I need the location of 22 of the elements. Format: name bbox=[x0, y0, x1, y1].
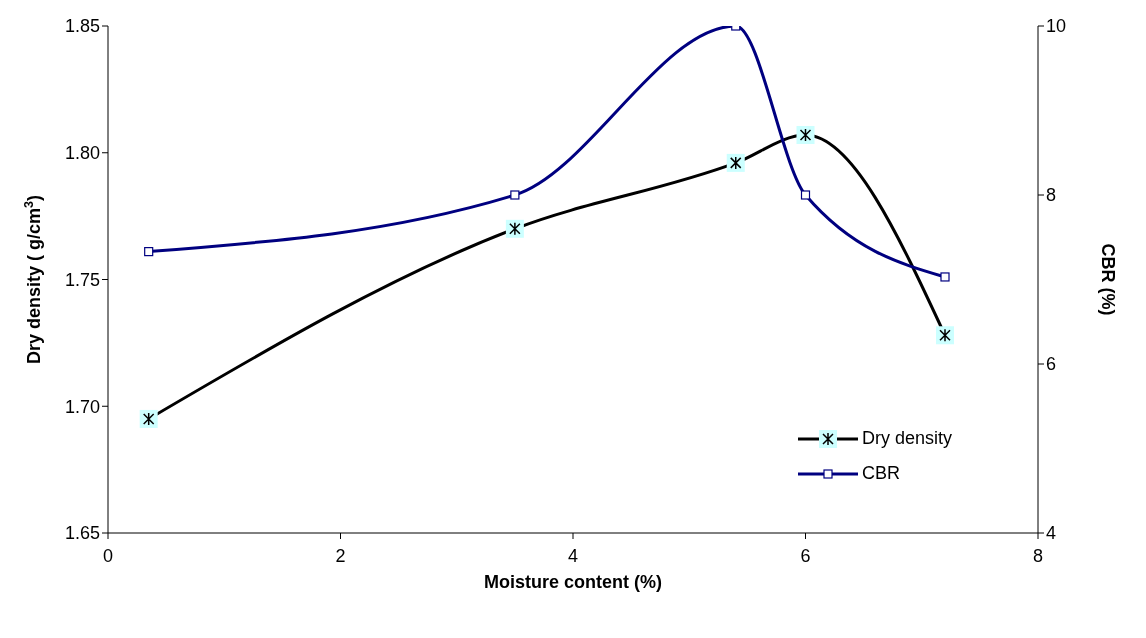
legend-label: CBR bbox=[862, 463, 901, 484]
y2-tick-label: 6 bbox=[1046, 354, 1057, 375]
point bbox=[144, 247, 154, 257]
y2-tick-label: 4 bbox=[1046, 523, 1057, 544]
x-tick-label: 0 bbox=[102, 545, 114, 566]
y2-axis-title: CBR (%) bbox=[1098, 243, 1118, 316]
legend-label: Dry density bbox=[862, 428, 953, 449]
x-tick-label: 8 bbox=[1032, 545, 1044, 566]
point bbox=[940, 272, 950, 282]
y-tick-label: 1.65 bbox=[64, 523, 100, 544]
x-tick-label: 6 bbox=[800, 545, 811, 566]
y-tick-label: 1.85 bbox=[64, 16, 100, 37]
x-tick-label: 4 bbox=[567, 545, 579, 566]
y-tick-label: 1.70 bbox=[64, 396, 100, 417]
y2-tick-label: 10 bbox=[1046, 16, 1067, 37]
y2-tick-label: 8 bbox=[1046, 185, 1057, 206]
y-tick-label: 1.75 bbox=[64, 269, 100, 290]
x-tick-label: 2 bbox=[335, 545, 346, 566]
y-tick-label: 1.80 bbox=[64, 143, 100, 164]
x-axis-title: Moisture content (%) bbox=[484, 572, 662, 592]
point bbox=[510, 190, 520, 200]
point bbox=[800, 190, 811, 200]
